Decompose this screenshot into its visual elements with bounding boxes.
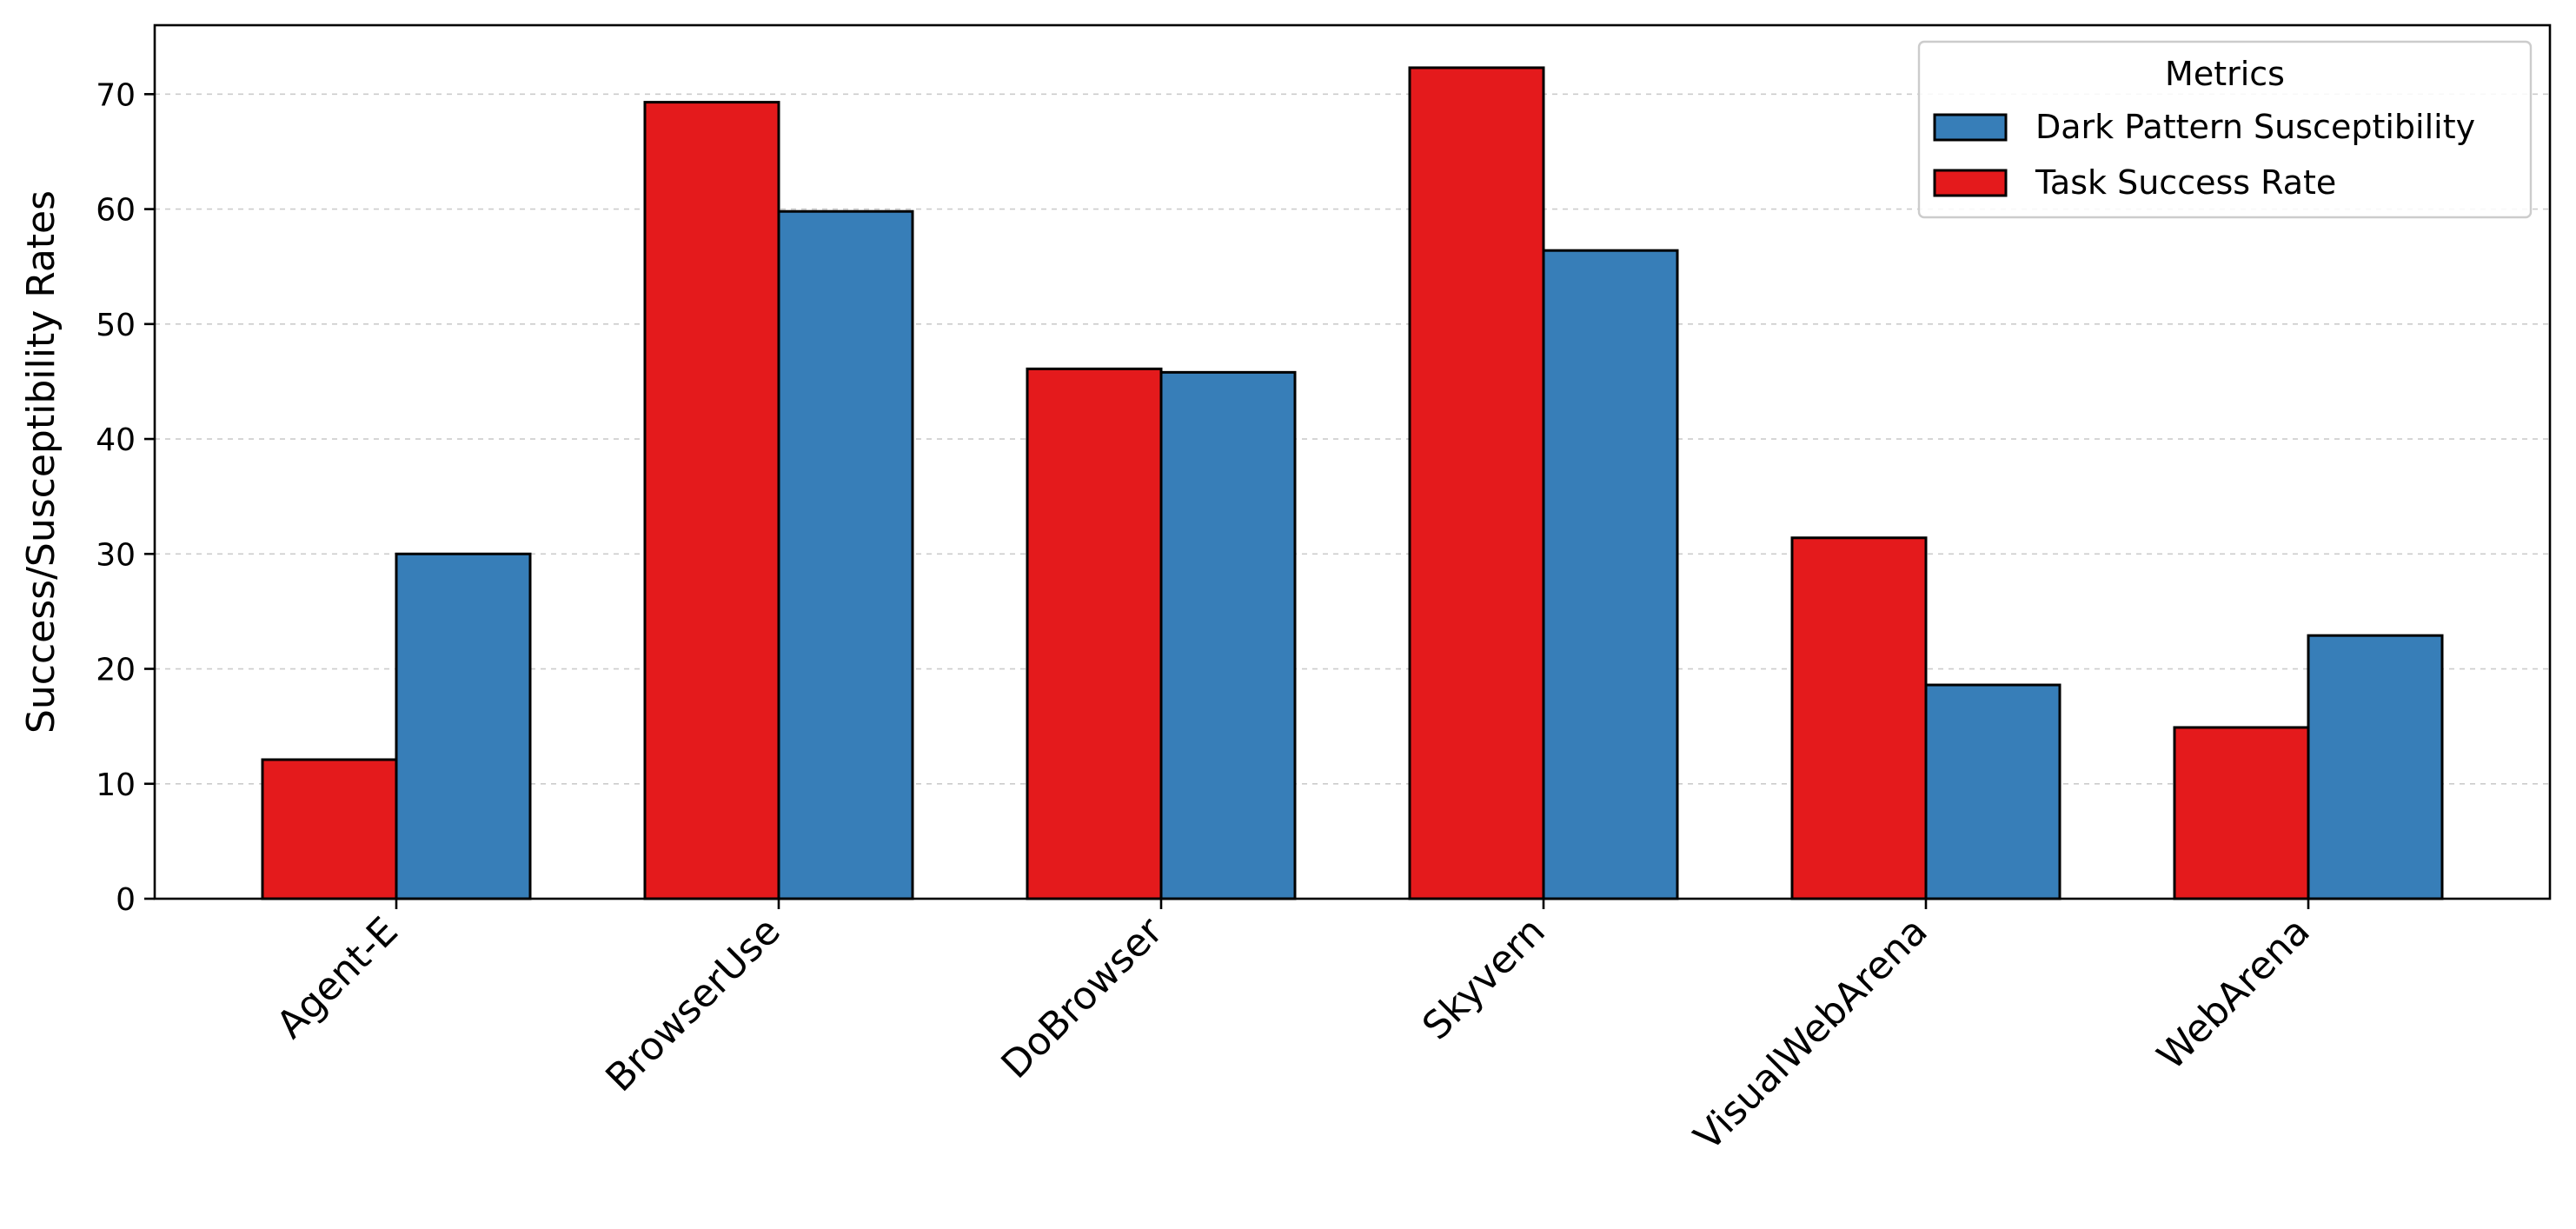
y-tick-label: 50 bbox=[96, 308, 136, 343]
y-tick-label: 10 bbox=[96, 767, 136, 803]
bar-task-success-browseruse bbox=[643, 101, 780, 900]
bar-dark-pattern-browseruse bbox=[777, 209, 914, 900]
y-axis-ticks: 0 10 20 30 40 50 60 70 bbox=[96, 77, 155, 918]
bar-task-success-agent-e bbox=[261, 758, 398, 900]
bar-dark-pattern-webarena bbox=[2307, 634, 2444, 900]
bar-task-success-visualwebarena bbox=[1790, 536, 1928, 900]
y-tick-label: 20 bbox=[96, 653, 136, 688]
y-tick-label: 40 bbox=[96, 422, 136, 458]
bar-dark-pattern-agent-e bbox=[395, 552, 532, 900]
legend-label: Task Success Rate bbox=[2035, 163, 2336, 202]
legend-swatch bbox=[1933, 113, 2008, 142]
y-axis-label: Success/Susceptibility Rates bbox=[19, 190, 63, 734]
bar-dark-pattern-skyvern bbox=[1542, 249, 1679, 900]
legend-title: Metrics bbox=[2165, 55, 2285, 93]
legend-box bbox=[1917, 40, 2533, 219]
legend-entries: Dark Pattern Susceptibility Task Success … bbox=[1933, 108, 2475, 202]
bars bbox=[261, 66, 2444, 900]
bar-task-success-skyvern bbox=[1408, 66, 1545, 900]
bar-task-success-dobrowser bbox=[1026, 367, 1163, 900]
bar-dark-pattern-dobrowser bbox=[1159, 370, 1297, 900]
plot-area-frame bbox=[153, 23, 2552, 900]
legend-label: Dark Pattern Susceptibility bbox=[2035, 108, 2475, 146]
y-tick-label: 0 bbox=[116, 882, 136, 918]
bar-task-success-webarena bbox=[2173, 726, 2310, 900]
y-tick-label: 60 bbox=[96, 193, 136, 229]
legend-swatch bbox=[1933, 169, 2008, 197]
legend: Metrics Dark Pattern Susceptibility Task … bbox=[1917, 40, 2533, 219]
y-tick-label: 70 bbox=[96, 77, 136, 113]
bar-dark-pattern-visualwebarena bbox=[1924, 683, 2061, 900]
grid-lines bbox=[155, 93, 2550, 785]
y-tick-label: 30 bbox=[96, 537, 136, 573]
